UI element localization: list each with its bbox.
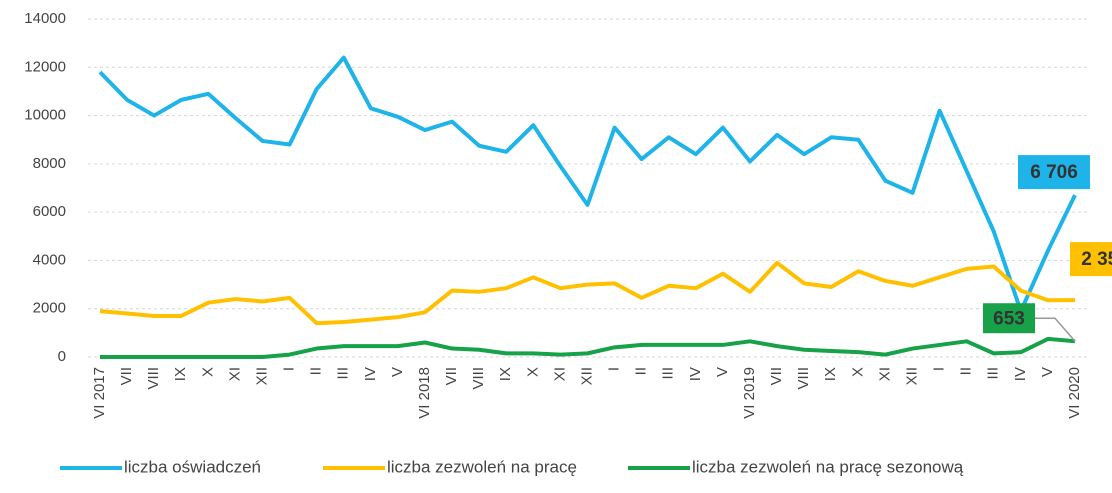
data-label: 653 xyxy=(993,308,1025,329)
x-tick-label: XII xyxy=(253,367,270,385)
x-tick-label: VII xyxy=(443,367,460,385)
x-tick-label: I xyxy=(931,367,948,371)
x-tick-label: II xyxy=(633,367,650,375)
data-label: 6 706 xyxy=(1030,162,1078,183)
y-tick-label: 4000 xyxy=(33,251,66,268)
x-tick-label: VI 2019 xyxy=(741,367,758,419)
series-line xyxy=(98,55,1077,314)
y-tick-label: 8000 xyxy=(33,155,66,172)
data-label-box xyxy=(1018,155,1090,190)
y-tick-label: 10000 xyxy=(24,107,66,124)
y-tick-label: 14000 xyxy=(24,10,66,27)
legend-label: liczba oświadczeń xyxy=(124,457,261,476)
x-tick-label: I xyxy=(606,367,623,371)
x-tick-label: VI 2018 xyxy=(416,367,433,419)
x-tick-label: VII xyxy=(768,367,785,385)
data-label-box xyxy=(983,303,1035,334)
x-tick-label: VI 2017 xyxy=(91,367,108,419)
x-tick-label: III xyxy=(985,367,1002,380)
x-tick-label: V xyxy=(714,367,731,377)
x-tick-label: V xyxy=(1039,367,1056,377)
x-tick-label: IV xyxy=(362,367,379,381)
series-line xyxy=(99,260,1076,326)
x-tick-label: I xyxy=(281,367,298,371)
x-tick-label: X xyxy=(524,367,541,377)
x-tick-label: XI xyxy=(876,367,893,381)
series-line xyxy=(100,336,1076,359)
x-tick-label: III xyxy=(660,367,677,380)
x-tick-label: IV xyxy=(1012,367,1029,381)
x-tick-label: XII xyxy=(578,367,595,385)
y-tick-label: 0 xyxy=(58,348,66,365)
x-tick-label: XI xyxy=(226,367,243,381)
leader-line xyxy=(1035,317,1076,342)
x-tick-label: V xyxy=(389,367,406,377)
x-tick-label: VIII xyxy=(795,367,812,390)
x-tick-label: VI 2020 xyxy=(1066,367,1083,419)
x-tick-label: VIII xyxy=(145,367,162,390)
x-tick-label: VII xyxy=(118,367,135,385)
x-tick-label: XI xyxy=(551,367,568,381)
legend-label: liczba zezwoleń na pracę sezonową xyxy=(692,457,964,476)
x-tick-label: II xyxy=(308,367,325,375)
x-tick-label: IX xyxy=(497,367,514,381)
y-tick-label: 12000 xyxy=(24,58,66,75)
x-tick-label: II xyxy=(958,367,975,375)
x-tick-label: X xyxy=(199,367,216,377)
x-tick-label: IX xyxy=(172,367,189,381)
data-label: 2 357 xyxy=(1081,249,1112,270)
x-tick-label: XII xyxy=(903,367,920,385)
legend-label: liczba zezwoleń na pracę xyxy=(387,457,577,476)
x-tick-label: IX xyxy=(822,367,839,381)
x-tick-label: VIII xyxy=(470,367,487,390)
x-tick-label: X xyxy=(849,367,866,377)
data-label-box xyxy=(1070,242,1112,277)
x-tick-label: III xyxy=(335,367,352,380)
x-tick-label: IV xyxy=(687,367,704,381)
y-tick-label: 6000 xyxy=(33,203,66,220)
y-tick-label: 2000 xyxy=(33,300,66,317)
